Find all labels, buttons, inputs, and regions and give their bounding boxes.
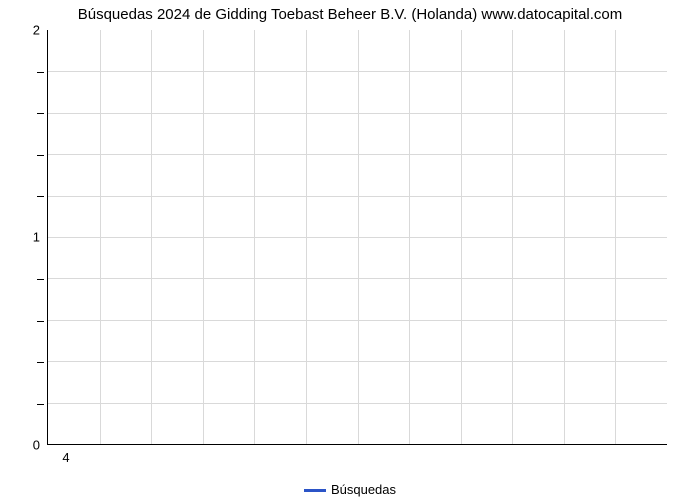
y-minor-tick: [37, 321, 44, 322]
chart-title: Búsquedas 2024 de Gidding Toebast Beheer…: [0, 6, 700, 23]
y-tick-label: 1: [20, 230, 40, 245]
legend: Búsquedas: [0, 482, 700, 497]
y-minor-tick: [37, 196, 44, 197]
v-gridline: [254, 30, 255, 444]
v-gridline: [100, 30, 101, 444]
v-gridline: [512, 30, 513, 444]
v-gridline: [306, 30, 307, 444]
v-gridline: [461, 30, 462, 444]
y-tick-label: 2: [20, 23, 40, 38]
v-gridline: [615, 30, 616, 444]
y-minor-tick: [37, 404, 44, 405]
y-minor-tick: [37, 279, 44, 280]
chart-container: Búsquedas 2024 de Gidding Toebast Beheer…: [0, 0, 700, 500]
y-minor-tick: [37, 155, 44, 156]
y-minor-tick: [37, 113, 44, 114]
legend-swatch: [304, 489, 326, 492]
v-gridline: [409, 30, 410, 444]
v-gridline: [151, 30, 152, 444]
y-tick-label: 0: [20, 438, 40, 453]
v-gridline: [358, 30, 359, 444]
y-minor-tick: [37, 362, 44, 363]
x-tick-label: 4: [62, 450, 69, 465]
legend-label: Búsquedas: [331, 482, 396, 497]
y-minor-tick: [37, 72, 44, 73]
v-gridline: [203, 30, 204, 444]
v-gridline: [564, 30, 565, 444]
plot-area: [47, 30, 667, 445]
